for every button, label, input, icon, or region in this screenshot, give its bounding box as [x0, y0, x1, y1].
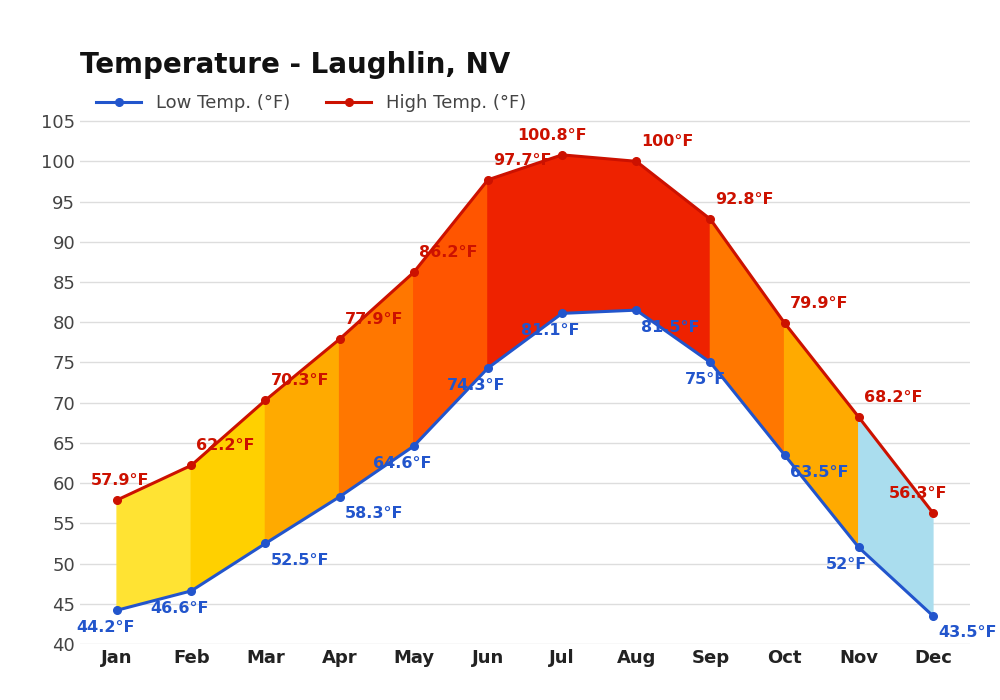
Text: 77.9°F: 77.9°F [345, 312, 403, 327]
Polygon shape [562, 155, 636, 314]
Polygon shape [117, 466, 191, 610]
Polygon shape [340, 272, 414, 497]
Legend: Low Temp. (°F), High Temp. (°F): Low Temp. (°F), High Temp. (°F) [89, 87, 533, 120]
Text: 92.8°F: 92.8°F [716, 193, 774, 207]
Text: 74.3°F: 74.3°F [447, 378, 506, 393]
Text: 46.6°F: 46.6°F [150, 601, 209, 615]
Text: 43.5°F: 43.5°F [938, 626, 997, 641]
Polygon shape [710, 219, 785, 455]
Text: 52.5°F: 52.5°F [271, 553, 329, 568]
Text: 81.5°F: 81.5°F [641, 320, 700, 335]
Text: 68.2°F: 68.2°F [864, 390, 922, 405]
Text: 70.3°F: 70.3°F [271, 373, 329, 389]
Text: 58.3°F: 58.3°F [345, 506, 403, 522]
Polygon shape [488, 155, 562, 368]
Polygon shape [191, 400, 265, 591]
Text: 52°F: 52°F [825, 557, 867, 572]
Polygon shape [265, 339, 340, 543]
Text: 75°F: 75°F [684, 372, 726, 387]
Text: 100.8°F: 100.8°F [518, 128, 587, 143]
Text: 56.3°F: 56.3°F [888, 486, 947, 500]
Text: 97.7°F: 97.7°F [493, 153, 552, 168]
Text: 64.6°F: 64.6°F [373, 456, 431, 471]
Polygon shape [636, 161, 710, 363]
Text: 81.1°F: 81.1°F [521, 323, 580, 338]
Text: 86.2°F: 86.2°F [419, 245, 477, 260]
Polygon shape [414, 180, 488, 446]
Text: 57.9°F: 57.9°F [91, 473, 150, 488]
Polygon shape [859, 417, 933, 616]
Text: 62.2°F: 62.2°F [196, 438, 255, 454]
Text: 44.2°F: 44.2°F [76, 620, 135, 635]
Text: 79.9°F: 79.9°F [790, 296, 848, 311]
Text: Temperature - Laughlin, NV: Temperature - Laughlin, NV [80, 51, 510, 79]
Polygon shape [785, 323, 859, 547]
Text: 100°F: 100°F [641, 134, 694, 149]
Text: 63.5°F: 63.5°F [790, 465, 848, 480]
